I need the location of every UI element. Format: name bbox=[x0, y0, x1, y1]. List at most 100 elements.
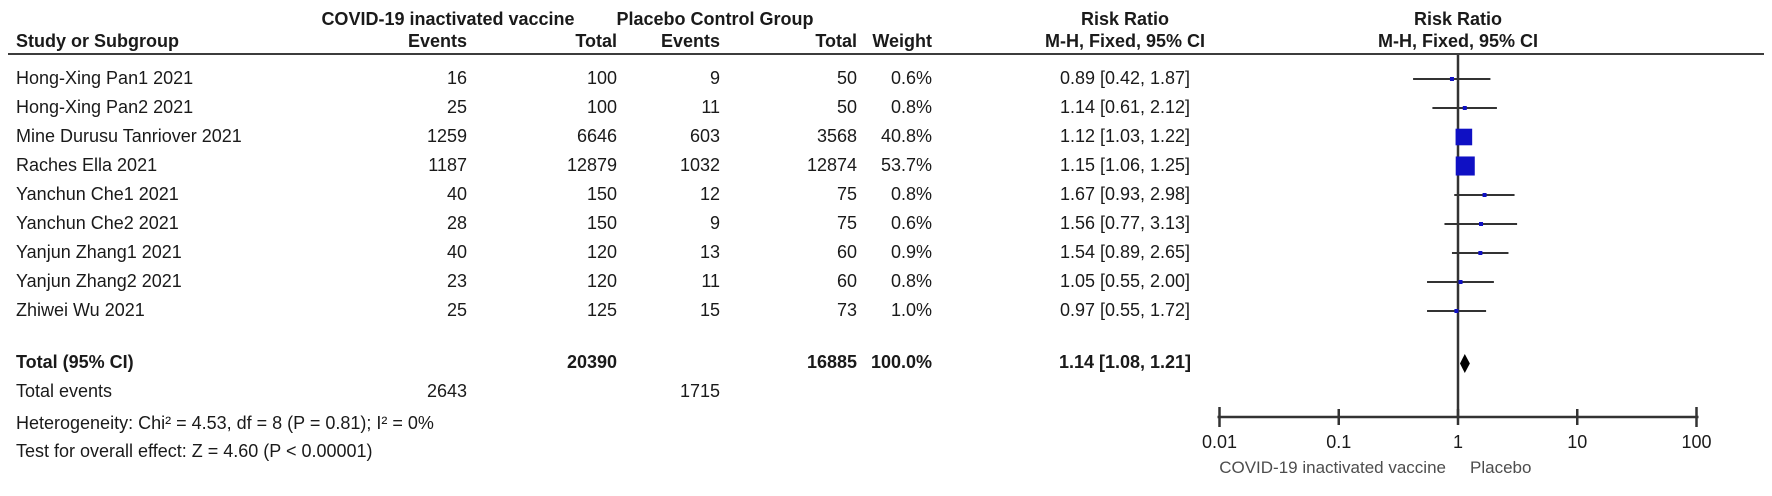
study-name: Hong-Xing Pan1 2021 bbox=[16, 68, 194, 88]
rr-marker bbox=[1482, 193, 1487, 197]
total-vaccine-cell: 150 bbox=[586, 213, 617, 233]
rr-marker bbox=[1455, 156, 1475, 176]
study-name: Yanchun Che2 2021 bbox=[16, 213, 179, 233]
weight-cell: 1.0% bbox=[890, 300, 932, 320]
events-placebo-cell: 1032 bbox=[679, 155, 720, 175]
x-tick-label: 0.01 bbox=[1202, 432, 1237, 452]
study-row: Hong-Xing Pan2 2021 25 100 11 50 0.8% 1.… bbox=[0, 94, 1240, 123]
rr-ci-cell: 0.89 [0.42, 1.87] bbox=[1059, 68, 1191, 88]
events-placebo-cell: 15 bbox=[699, 300, 720, 320]
study-row: Yanchun Che1 2021 40 150 12 75 0.8% 1.67… bbox=[0, 181, 1240, 210]
rr-ci-cell: 1.12 [1.03, 1.22] bbox=[1059, 126, 1191, 146]
study-row: Mine Durusu Tanriover 2021 1259 6646 603… bbox=[0, 123, 1240, 152]
total-vaccine-cell: 120 bbox=[586, 271, 617, 291]
rr-ci-cell: 0.97 [0.55, 1.72] bbox=[1059, 300, 1191, 320]
total-vaccine-n: 20390 bbox=[566, 352, 617, 372]
total-events-placebo: 1715 bbox=[679, 381, 720, 401]
events-vaccine-cell: 16 bbox=[446, 68, 467, 88]
study-name: Mine Durusu Tanriover 2021 bbox=[16, 126, 242, 146]
overall-effect-stat: Test for overall effect: Z = 4.60 (P < 0… bbox=[16, 441, 373, 461]
events-vaccine-cell: 1187 bbox=[428, 155, 467, 175]
study-name: Yanjun Zhang2 2021 bbox=[16, 271, 182, 291]
study-row: Raches Ella 2021 1187 12879 1032 12874 5… bbox=[0, 152, 1240, 181]
weight-cell: 0.8% bbox=[890, 271, 932, 291]
favours-left-label: COVID-19 inactivated vaccine bbox=[1219, 458, 1446, 477]
total-vaccine-cell: 6646 bbox=[576, 126, 617, 146]
heterogeneity-stat: Heterogeneity: Chi² = 4.53, df = 8 (P = … bbox=[16, 413, 434, 433]
events-placebo-cell: 9 bbox=[709, 68, 720, 88]
total-placebo-cell: 60 bbox=[836, 271, 857, 291]
rr-marker bbox=[1454, 309, 1459, 313]
total-placebo-cell: 73 bbox=[836, 300, 857, 320]
study-row: Hong-Xing Pan1 2021 16 100 9 50 0.6% 0.8… bbox=[0, 65, 1240, 94]
group2-header: Placebo Control Group bbox=[616, 9, 814, 29]
events-vaccine-cell: 25 bbox=[446, 97, 467, 117]
events-placebo-cell: 13 bbox=[699, 242, 720, 262]
events-placebo-cell: 603 bbox=[689, 126, 720, 146]
rr-marker bbox=[1462, 106, 1467, 110]
total-events-label: Total events bbox=[16, 381, 113, 401]
total-vaccine-cell: 100 bbox=[586, 68, 617, 88]
x-tick-label: 10 bbox=[1567, 432, 1587, 452]
rr-ci-cell: 1.15 [1.06, 1.25] bbox=[1059, 155, 1191, 175]
study-name: Hong-Xing Pan2 2021 bbox=[16, 97, 194, 117]
events-vaccine-cell: 1259 bbox=[426, 126, 467, 146]
total-placebo-cell: 50 bbox=[836, 97, 857, 117]
col-header-weight: Weight bbox=[872, 31, 932, 51]
total-vaccine-cell: 120 bbox=[586, 242, 617, 262]
col-header-total-placebo: Total bbox=[815, 31, 857, 51]
study-name: Raches Ella 2021 bbox=[16, 155, 158, 175]
study-row: Yanjun Zhang1 2021 40 120 13 60 0.9% 1.5… bbox=[0, 239, 1240, 268]
weight-cell: 53.7% bbox=[880, 155, 932, 175]
total-vaccine-cell: 150 bbox=[586, 184, 617, 204]
events-vaccine-cell: 40 bbox=[446, 184, 467, 204]
study-row: Zhiwei Wu 2021 25 125 15 73 1.0% 0.97 [0… bbox=[0, 297, 1240, 326]
x-tick-label: 0.1 bbox=[1326, 432, 1351, 452]
total-weight: 100.0% bbox=[870, 352, 932, 372]
events-placebo-cell: 9 bbox=[709, 213, 720, 233]
col-header-events-vaccine: Events bbox=[407, 31, 467, 51]
rr-ci-cell: 1.54 [0.89, 2.65] bbox=[1059, 242, 1191, 262]
risk-ratio-plot-header: Risk Ratio bbox=[1413, 9, 1503, 29]
col-header-events-placebo: Events bbox=[660, 31, 720, 51]
total-placebo-cell: 75 bbox=[836, 213, 857, 233]
study-name: Zhiwei Wu 2021 bbox=[16, 300, 145, 320]
study-row: Yanjun Zhang2 2021 23 120 11 60 0.8% 1.0… bbox=[0, 268, 1240, 297]
rr-ci-cell: 1.67 [0.93, 2.98] bbox=[1059, 184, 1191, 204]
total-placebo-n: 16885 bbox=[806, 352, 857, 372]
events-placebo-cell: 11 bbox=[701, 271, 720, 291]
weight-cell: 0.6% bbox=[890, 213, 932, 233]
rr-ci-cell: 1.05 [0.55, 2.00] bbox=[1059, 271, 1191, 291]
weight-cell: 0.9% bbox=[890, 242, 932, 262]
study-name: Yanjun Zhang1 2021 bbox=[16, 242, 182, 262]
weight-cell: 0.8% bbox=[890, 184, 932, 204]
total-placebo-cell: 60 bbox=[836, 242, 857, 262]
weight-cell: 0.8% bbox=[890, 97, 932, 117]
events-placebo-cell: 12 bbox=[699, 184, 720, 204]
events-vaccine-cell: 25 bbox=[446, 300, 467, 320]
rr-marker bbox=[1449, 77, 1454, 81]
total-placebo-cell: 50 bbox=[836, 68, 857, 88]
rr-marker bbox=[1479, 222, 1484, 226]
col-header-mh-plot: M-H, Fixed, 95% CI bbox=[1377, 31, 1539, 51]
study-name: Yanchun Che1 2021 bbox=[16, 184, 179, 204]
total-row: Total (95% CI) 20390 16885 100.0% 1.14 [… bbox=[0, 349, 1240, 378]
events-vaccine-cell: 28 bbox=[446, 213, 467, 233]
total-vaccine-cell: 125 bbox=[586, 300, 617, 320]
total-placebo-cell: 12874 bbox=[806, 155, 857, 175]
total-label: Total (95% CI) bbox=[16, 352, 134, 372]
total-events-row: Total events 2643 1715 bbox=[0, 378, 1240, 407]
favours-right-label: Placebo bbox=[1470, 458, 1531, 477]
risk-ratio-text-header: Risk Ratio bbox=[1080, 9, 1170, 29]
rr-marker bbox=[1455, 128, 1473, 146]
group1-header: COVID-19 inactivated vaccine bbox=[321, 9, 575, 29]
weight-cell: 40.8% bbox=[880, 126, 932, 146]
study-row: Yanchun Che2 2021 28 150 9 75 0.6% 1.56 … bbox=[0, 210, 1240, 239]
total-events-vaccine: 2643 bbox=[426, 381, 467, 401]
total-placebo-cell: 3568 bbox=[816, 126, 857, 146]
col-header-mh-text: M-H, Fixed, 95% CI bbox=[1044, 31, 1206, 51]
x-tick-label: 100 bbox=[1681, 432, 1711, 452]
header-rule bbox=[8, 53, 1764, 55]
rr-ci-cell: 1.14 [0.61, 2.12] bbox=[1059, 97, 1191, 117]
